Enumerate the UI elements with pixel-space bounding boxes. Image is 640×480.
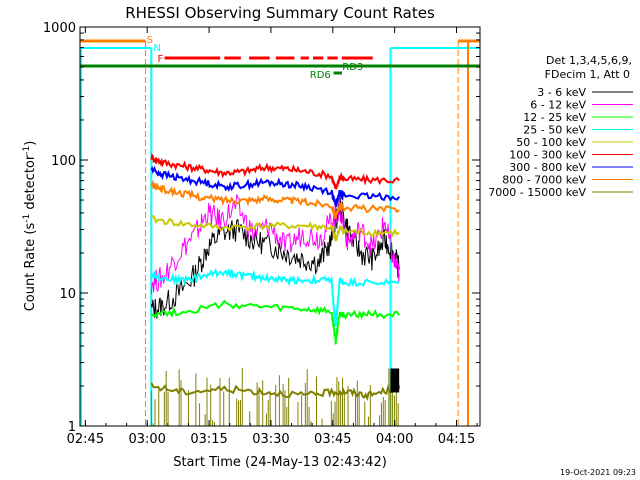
saa-flag-1 [80,39,147,426]
x-tick-label-5: 03:45 [314,432,351,447]
saa-flag-2 [457,39,480,426]
night-flag-2 [389,47,480,426]
x-tick-label-3: 03:15 [190,432,227,447]
legend-label-1: 3 - 6 keV [537,86,586,99]
low-energy-dropout [390,368,400,393]
legend-label-5: 50 - 100 keV [516,136,586,149]
plot-frame [79,26,481,427]
legend-item-5: 50 - 100 keV [516,136,633,149]
legend-item-4: 25 - 50 keV [523,124,633,137]
series-300-800-kev [150,165,400,208]
x-tick-label-4: 03:30 [252,432,289,447]
y-tick-label-3: 100 [51,154,76,169]
legend-header-line-1: Det 1,3,4,5,6,9, [546,54,632,67]
rd-label-top: RD3 [342,62,363,73]
x-axis-label: Start Time (24-May-13 02:43:42) [173,455,387,470]
series-3-6-kev [150,198,400,319]
series-7000-15000-kev [150,367,401,426]
chart-title: RHESSI Observing Summary Count Rates [125,4,435,22]
y-tick-label-4: 1000 [43,21,76,36]
legend-item-8: 800 - 7000 keV [502,174,633,187]
x-tick-label-6: 04:00 [376,432,413,447]
legend-item-6: 100 - 300 keV [509,149,633,162]
x-tick-label-7: 04:15 [438,432,475,447]
y-axis-label-main: Count Rate (s [23,223,38,312]
legend-item-9: 7000 - 15000 keV [488,186,633,199]
legend-label-2: 6 - 12 keV [530,99,586,112]
y-axis-label-close: ) [23,141,38,146]
y-axis-label-exp2: -1 [22,146,32,155]
legend-label-6: 100 - 300 keV [509,149,586,162]
saa-label: S [147,35,153,46]
y-tick-label-2: 10 [59,287,76,302]
legend-label-7: 300 - 800 keV [509,161,586,174]
y-axis-label-mid: detector [23,154,38,214]
y-tick-label-1: 1 [68,420,76,435]
legend-header-line-2: FDecim 1, Att 0 [545,68,630,81]
flare-label: F [158,54,164,65]
x-tick-label-1: 02:45 [67,432,104,447]
legend-item-7: 300 - 800 keV [509,161,633,174]
night-label: N [153,43,160,54]
y-axis-label-exp1: -1 [22,214,32,223]
y-axis-label: Count Rate (s-1 detector-1) [22,141,38,312]
legend-label-3: 12 - 25 keV [523,111,586,124]
legend-item-3: 12 - 25 keV [523,111,633,124]
series-12-25-kev [151,299,401,345]
x-tick-label-2: 03:00 [128,432,165,447]
legend-item-1: 3 - 6 keV [537,86,633,99]
legend-label-8: 800 - 7000 keV [502,174,586,187]
series-25-50-kev [150,267,400,327]
generation-timestamp: 19-Oct-2021 09:23 [560,468,636,477]
series-50-100-kev [151,215,400,242]
legend-label-9: 7000 - 15000 keV [488,186,586,199]
series-800-7000-kev [150,179,400,219]
legend-item-2: 6 - 12 keV [530,99,633,112]
night-flag-1 [80,47,153,426]
legend: Det 1,3,4,5,6,9, FDecim 1, Att 0 3 - 6 k… [488,54,633,199]
rd-label-bottom: RD6 [310,70,331,81]
series-100-300-kev [150,152,400,190]
legend-label-4: 25 - 50 keV [523,124,586,137]
